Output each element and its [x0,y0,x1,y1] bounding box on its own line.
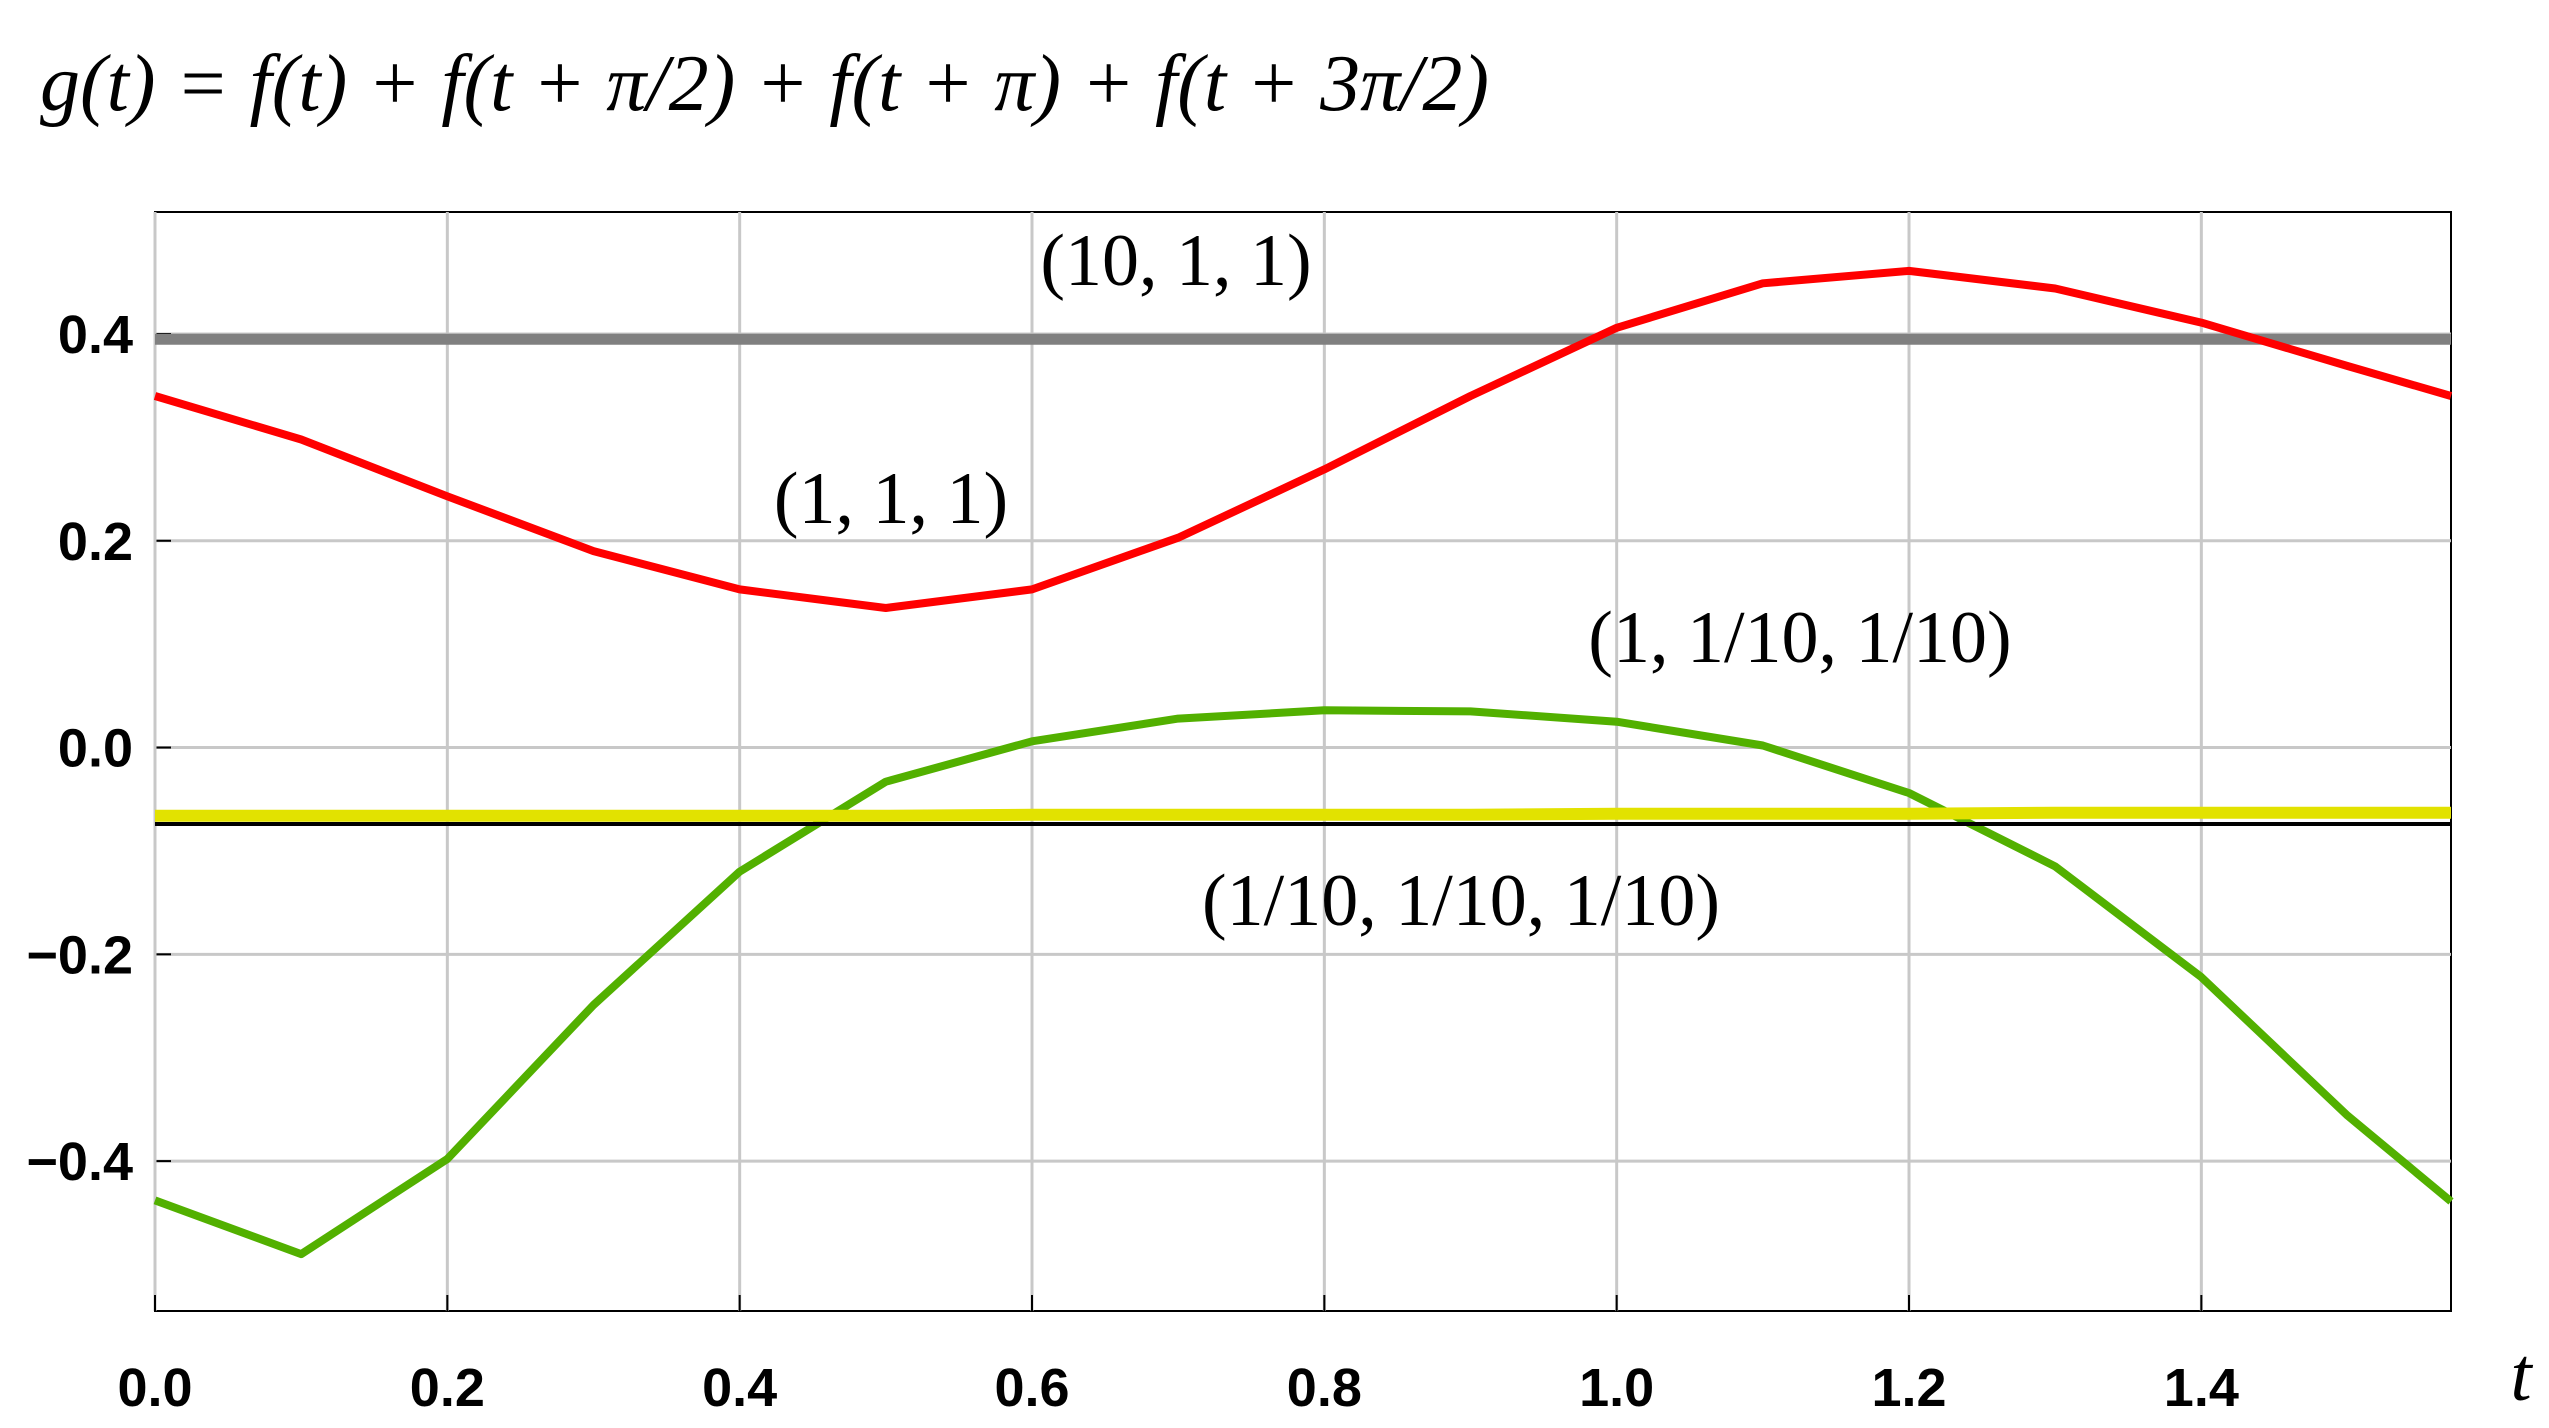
x-tick-label: 1.2 [1871,1358,1946,1418]
x-tick-label: 0.4 [702,1358,777,1418]
chart-title: g(t) = f(t) + f(t + π/2) + f(t + π) + f(… [40,40,1489,128]
series-line [153,706,2454,1259]
y-tick-label: 0.0 [58,719,133,779]
y-tick-label: −0.2 [26,925,133,985]
series-label: (10, 1, 1) [1040,220,1311,302]
series-line [155,806,2451,822]
series-label: (1, 1/10, 1/10) [1588,597,2011,679]
x-tick-label: 0.2 [410,1358,485,1418]
series-label: (1, 1, 1) [774,458,1008,540]
series-line [153,266,2453,612]
y-tick-label: 0.4 [58,305,133,365]
x-tick-label: 0.6 [994,1358,1069,1418]
y-tick-label: 0.2 [58,512,133,572]
plot-frame [154,211,2452,1312]
x-tick-label: 0.8 [1287,1358,1362,1418]
x-tick-label: 1.4 [2164,1358,2239,1418]
x-tick-label: 1.0 [1579,1358,1654,1418]
x-axis-label: t [2510,1333,2533,1417]
y-tick-label: −0.4 [26,1132,133,1192]
x-tick-label: 0.0 [117,1358,192,1418]
series-label: (1/10, 1/10, 1/10) [1202,860,1720,942]
